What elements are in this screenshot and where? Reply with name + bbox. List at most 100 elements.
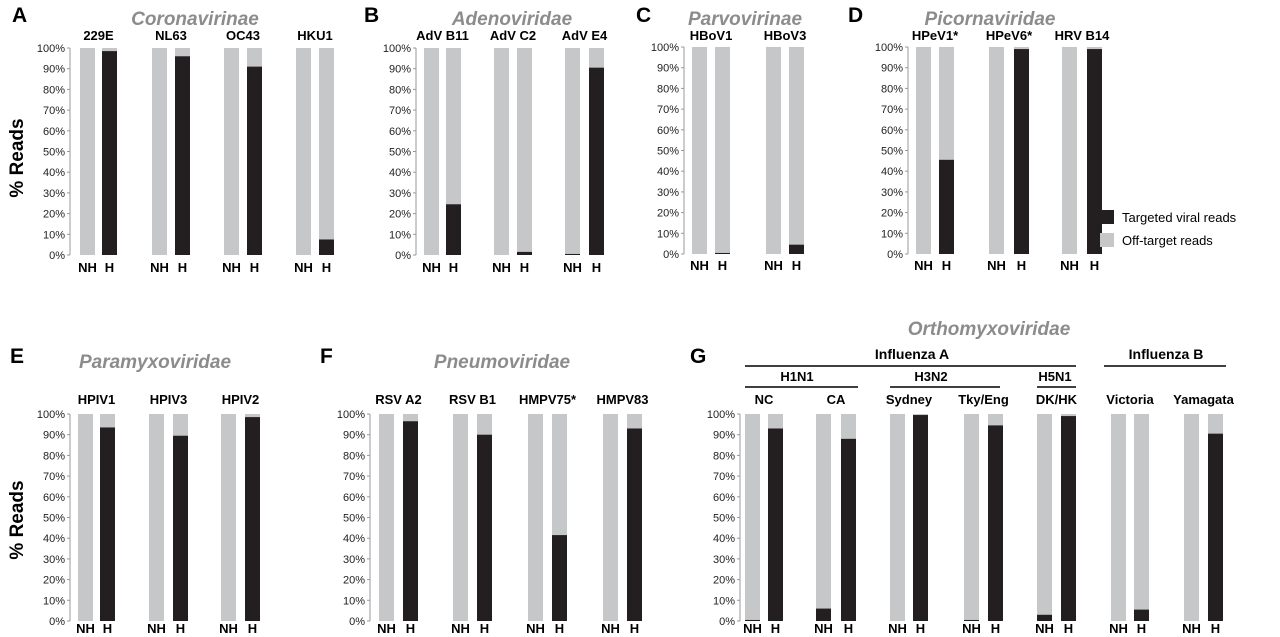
x-category-label: NH xyxy=(150,260,169,275)
y-tick-label: 10% xyxy=(657,228,679,240)
y-tick-label: 30% xyxy=(43,188,65,200)
bar-offtarget-h xyxy=(715,47,730,254)
bar-group: RSV A2 NH H xyxy=(375,392,421,636)
x-category-label: NH xyxy=(743,621,762,636)
x-category-label: H xyxy=(1137,621,1146,636)
bar-offtarget-h xyxy=(1134,414,1149,621)
y-tick-label: 80% xyxy=(343,450,365,462)
bar-group: HPeV6* NH H xyxy=(986,28,1033,273)
x-category-label: H xyxy=(942,258,951,273)
bar-targeted-h xyxy=(100,427,115,621)
y-tick-label: 70% xyxy=(43,105,65,117)
y-tick-label: 30% xyxy=(43,554,65,566)
bar-group: HPIV3 NH H xyxy=(147,392,188,636)
x-category-label: H xyxy=(248,621,257,636)
panel-f: F Pneumoviridae 0% 10% 20% 30% 40% 50% 60% 70% 80%… xyxy=(320,345,649,636)
x-category-label: H xyxy=(178,260,187,275)
x-category-label: H xyxy=(520,260,529,275)
y-tick-label: 80% xyxy=(43,84,65,96)
bar-group: HPIV2 NH H xyxy=(219,392,260,636)
y-tick-label: 20% xyxy=(43,575,65,587)
y-tick-label: 70% xyxy=(43,471,65,483)
strain-name: NC xyxy=(755,392,774,407)
y-tick-label: 80% xyxy=(389,84,411,96)
bar-offtarget-nh xyxy=(565,48,580,255)
x-category-label: NH xyxy=(1060,258,1079,273)
bar-targeted-h xyxy=(1014,49,1029,254)
x-category-label: NH xyxy=(1109,621,1128,636)
y-tick-label: 10% xyxy=(343,595,365,607)
x-category-label: H xyxy=(555,621,564,636)
virus-name: HPIV1 xyxy=(78,392,116,407)
bar-offtarget-nh xyxy=(424,48,439,255)
virus-name: HRV B14 xyxy=(1055,28,1110,43)
strain-name: Victoria xyxy=(1106,392,1154,407)
x-category-label: H xyxy=(1090,258,1099,273)
bar-offtarget-nh xyxy=(692,47,707,254)
strain-name: DK/HK xyxy=(1036,392,1078,407)
panel-a: A Coronavirinae 0% 10% 20% 30% 40% 50% 60% 70% 80%… xyxy=(12,4,334,275)
panel-title: Coronavirinae xyxy=(131,9,259,30)
bar-group: DK/HK NH H xyxy=(1035,392,1078,636)
x-category-label: H xyxy=(771,621,780,636)
y-tick-label: 100% xyxy=(37,43,65,55)
panel-letter: A xyxy=(12,4,27,27)
x-category-label: H xyxy=(1211,621,1220,636)
bar-offtarget-nh xyxy=(916,47,931,254)
x-category-label: H xyxy=(991,621,1000,636)
x-category-label: H xyxy=(480,621,489,636)
bar-group: AdV C2 NH H xyxy=(490,28,536,275)
y-tick-label: 30% xyxy=(713,554,735,566)
x-category-label: H xyxy=(250,260,259,275)
panel-title: Paramyxoviridae xyxy=(79,352,232,373)
bar-offtarget-nh xyxy=(816,414,831,621)
y-tick-label: 50% xyxy=(343,513,365,525)
bar-targeted-h xyxy=(939,159,954,254)
panel-title: Orthomyxoviridae xyxy=(908,319,1071,340)
legend: Targeted viral reads Off-target reads xyxy=(1100,210,1237,248)
bar-group: AdV B11 NH H xyxy=(416,28,469,275)
bar-offtarget-nh xyxy=(603,414,618,621)
bar-targeted-h xyxy=(477,434,492,621)
y-tick-label: 30% xyxy=(343,554,365,566)
bar-offtarget-nh xyxy=(1037,414,1052,621)
virus-name: HKU1 xyxy=(297,28,332,43)
x-category-label: NH xyxy=(147,621,166,636)
y-axis-label-top: % Reads xyxy=(7,118,28,197)
x-category-label: NH xyxy=(1182,621,1201,636)
virus-name: HBoV1 xyxy=(690,28,733,43)
x-category-label: H xyxy=(1064,621,1073,636)
bar-group: AdV E4 NH H xyxy=(562,28,608,275)
virus-name: AdV B11 xyxy=(416,28,469,43)
y-tick-label: 40% xyxy=(389,167,411,179)
bar-offtarget-nh xyxy=(1062,47,1077,254)
strain-name: Sydney xyxy=(886,392,933,407)
y-tick-label: 0% xyxy=(887,249,903,261)
y-tick-label: 50% xyxy=(881,146,903,158)
bar-targeted-h xyxy=(789,244,804,254)
virus-name: HPIV2 xyxy=(222,392,260,407)
x-category-label: H xyxy=(916,621,925,636)
bar-targeted-h xyxy=(319,239,334,255)
strain-name: Yamagata xyxy=(1173,392,1234,407)
x-category-label: NH xyxy=(451,621,470,636)
panel-letter: B xyxy=(364,4,379,27)
y-tick-label: 0% xyxy=(49,616,65,628)
panel-letter: G xyxy=(690,345,706,368)
virus-name: HPIV3 xyxy=(150,392,188,407)
y-tick-label: 10% xyxy=(43,595,65,607)
x-category-label: NH xyxy=(76,621,95,636)
bar-offtarget-h xyxy=(446,48,461,255)
bar-group: NC NH H xyxy=(743,392,783,636)
group-header-label: Influenza B xyxy=(1129,346,1204,362)
x-category-label: H xyxy=(449,260,458,275)
legend-swatch-offtarget xyxy=(1100,233,1114,247)
y-tick-label: 40% xyxy=(43,167,65,179)
bar-offtarget-nh xyxy=(890,414,905,621)
y-tick-label: 0% xyxy=(49,250,65,262)
bar-offtarget-nh xyxy=(379,414,394,621)
virus-name: AdV E4 xyxy=(562,28,608,43)
x-category-label: NH xyxy=(987,258,1006,273)
y-tick-label: 80% xyxy=(657,83,679,95)
bar-targeted-h xyxy=(175,56,190,255)
